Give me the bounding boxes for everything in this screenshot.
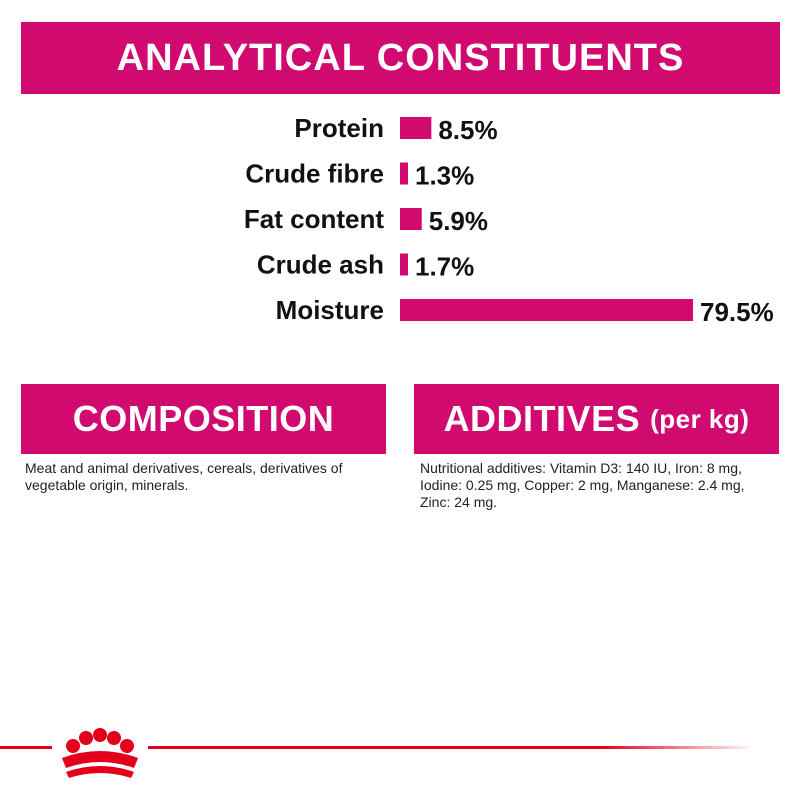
analytical-constituents-banner: ANALYTICAL CONSTITUENTS: [21, 22, 780, 94]
royal-crown-logo: [62, 728, 138, 778]
category-label: Protein: [294, 113, 384, 143]
additives-text: Nutritional additives: Vitamin D3: 140 I…: [420, 460, 745, 510]
footer-line-left: [0, 746, 52, 749]
composition-text: Meat and animal derivatives, cereals, de…: [25, 460, 343, 493]
additives-title: ADDITIVES: [443, 398, 641, 439]
value-label: 1.7%: [415, 252, 474, 282]
category-label: Crude fibre: [245, 159, 384, 189]
category-label: Fat content: [244, 204, 384, 234]
bar: [400, 162, 408, 185]
bar: [400, 253, 408, 276]
value-label: 5.9%: [429, 206, 488, 236]
analytical-constituents-title: ANALYTICAL CONSTITUENTS: [116, 36, 685, 79]
additives-subtitle: (per kg): [650, 403, 750, 434]
category-label: Crude ash: [257, 250, 384, 280]
value-label: 79.5%: [700, 297, 774, 327]
bar: [400, 299, 693, 321]
additives-banner: ADDITIVES (per kg): [414, 384, 779, 454]
footer-brand-strip: [0, 728, 750, 778]
composition-banner: COMPOSITION: [21, 384, 386, 454]
composition-title: COMPOSITION: [72, 398, 335, 439]
bar: [400, 117, 432, 139]
bar: [400, 208, 422, 230]
footer-line-right: [148, 746, 750, 749]
category-label: Moisture: [276, 295, 384, 325]
value-label: 1.3%: [415, 161, 474, 191]
analytical-constituents-chart: Protein 8.5% Crude fibre 1.3% Fat content 5.9…: [244, 113, 774, 327]
value-label: 8.5%: [438, 115, 497, 145]
